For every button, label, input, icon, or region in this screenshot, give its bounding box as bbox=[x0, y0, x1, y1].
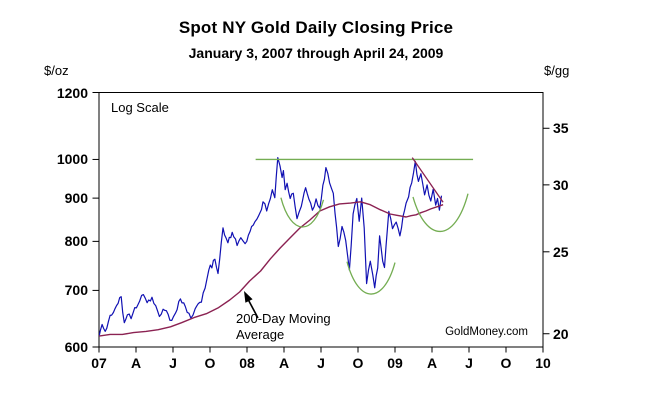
plot-frame bbox=[98, 92, 544, 348]
axis-ticks bbox=[92, 92, 550, 353]
source-label: GoldMoney.com bbox=[445, 326, 528, 338]
left-axis-tick-label: 800 bbox=[64, 233, 88, 250]
moving-average-line bbox=[99, 201, 444, 337]
ma-arrow-head bbox=[244, 291, 253, 303]
x-axis-tick-label: A bbox=[426, 355, 438, 371]
moving-average-label-line1: 200-Day Moving bbox=[236, 311, 331, 326]
right-axis-tick-label: 25 bbox=[553, 243, 569, 260]
series-layer bbox=[99, 157, 444, 337]
cup-pattern-arc bbox=[346, 261, 396, 295]
moving-average-label: 200-Day Moving Average bbox=[236, 311, 331, 343]
log-scale-note: Log Scale bbox=[111, 100, 169, 115]
ma-arrow bbox=[244, 291, 259, 319]
x-axis-tick-label: O bbox=[352, 355, 364, 371]
x-axis-tick-label: A bbox=[278, 355, 290, 371]
right-axis-tick-label: 20 bbox=[553, 325, 569, 342]
right-axis-tick-label: 30 bbox=[553, 176, 569, 193]
left-axis-unit-label: $/oz bbox=[44, 63, 69, 78]
x-axis-tick-label: 10 bbox=[535, 355, 551, 371]
cup-pattern-arc bbox=[412, 193, 469, 233]
annotation-layer bbox=[255, 157, 474, 295]
x-axis-tick-label: 07 bbox=[91, 355, 107, 371]
downtrend-line bbox=[411, 157, 444, 203]
right-axis-unit-label: $/gg bbox=[544, 63, 570, 78]
ma-arrow-shaft bbox=[248, 300, 259, 319]
price-line bbox=[99, 157, 443, 337]
left-axis-tick-label: 600 bbox=[64, 339, 88, 355]
left-axis-tick-label: 1200 bbox=[56, 84, 88, 101]
x-axis-tick-label: A bbox=[130, 355, 142, 371]
x-axis-tick-label: 09 bbox=[387, 355, 403, 371]
right-axis-tick-label: 35 bbox=[553, 120, 569, 137]
x-axis-tick-label: J bbox=[465, 355, 473, 371]
x-axis-tick-label: 08 bbox=[239, 355, 255, 371]
chart-subtitle: January 3, 2007 through April 24, 2009 bbox=[188, 45, 444, 61]
chart-title: Spot NY Gold Daily Closing Price bbox=[178, 18, 454, 37]
x-axis-tick-label: O bbox=[500, 355, 512, 371]
x-axis-tick-label: O bbox=[204, 355, 216, 371]
left-axis-tick-label: 1000 bbox=[56, 151, 88, 168]
left-axis-tick-label: 900 bbox=[64, 190, 88, 207]
left-axis-tick-label: 700 bbox=[64, 282, 88, 299]
moving-average-label-line2: Average bbox=[236, 327, 285, 342]
x-axis-tick-label: J bbox=[317, 355, 325, 371]
x-axis-tick-label: J bbox=[169, 355, 177, 371]
cup-pattern-arc bbox=[280, 197, 325, 228]
